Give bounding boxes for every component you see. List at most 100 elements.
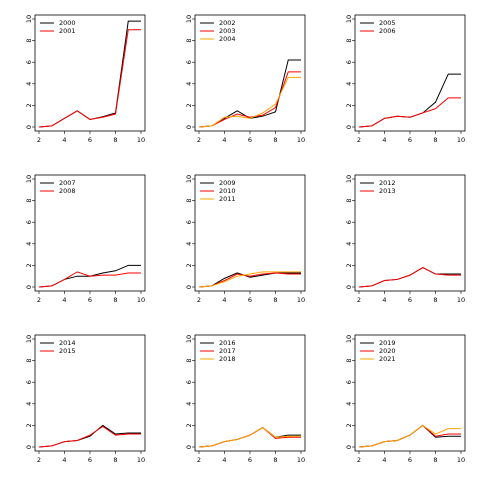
y-tick-label: 4: [345, 402, 353, 406]
legend-label: 2012: [379, 179, 396, 187]
y-tick-label: 6: [345, 60, 353, 64]
x-tick-label: 10: [457, 136, 465, 144]
legend-label: 2010: [219, 187, 236, 195]
legend-label: 2019: [379, 339, 396, 347]
x-tick-label: 2: [37, 296, 41, 304]
y-tick-label: 10: [185, 175, 193, 183]
x-tick-label: 8: [273, 296, 277, 304]
y-tick-label: 2: [25, 423, 33, 427]
x-tick-label: 4: [62, 456, 66, 464]
y-tick-label: 10: [345, 15, 353, 23]
y-tick-label: 2: [345, 423, 353, 427]
series-line: [38, 425, 141, 448]
legend-label: 2004: [219, 35, 236, 43]
x-tick-label: 10: [297, 296, 305, 304]
y-tick-label: 8: [185, 39, 193, 43]
y-tick-label: 10: [25, 175, 33, 183]
series-line: [198, 71, 301, 128]
x-tick-label: 2: [197, 296, 201, 304]
y-tick-label: 0: [185, 125, 193, 129]
plot-frame: [34, 174, 146, 292]
x-tick-label: 4: [222, 296, 226, 304]
series-line: [198, 426, 301, 448]
x-tick-label: 2: [357, 296, 361, 304]
x-tick-label: 2: [197, 136, 201, 144]
y-tick-label: 8: [25, 199, 33, 203]
legend-label: 2001: [59, 27, 76, 35]
y-tick-label: 6: [345, 220, 353, 224]
legend-label: 2003: [219, 27, 236, 35]
series-line: [198, 76, 301, 128]
y-tick-label: 4: [185, 402, 193, 406]
series-line: [358, 266, 461, 288]
plot-frame: [354, 14, 466, 132]
x-tick-label: 8: [113, 136, 117, 144]
legend-label: 2002: [219, 19, 236, 27]
y-tick-label: 0: [185, 285, 193, 289]
x-tick-label: 4: [62, 296, 66, 304]
y-tick-label: 6: [185, 60, 193, 64]
x-tick-label: 8: [113, 456, 117, 464]
x-tick-label: 6: [88, 136, 92, 144]
plot-frame: [194, 14, 306, 132]
x-tick-label: 4: [382, 136, 386, 144]
legend-label: 2007: [59, 179, 76, 187]
y-tick-label: 8: [25, 39, 33, 43]
x-tick-label: 2: [197, 456, 201, 464]
plot-frame: [34, 14, 146, 132]
y-tick-label: 10: [345, 175, 353, 183]
legend-label: 2018: [219, 355, 236, 363]
x-tick-label: 2: [357, 136, 361, 144]
y-tick-label: 2: [185, 103, 193, 107]
y-tick-label: 10: [25, 335, 33, 343]
x-tick-label: 8: [433, 136, 437, 144]
x-tick-label: 6: [408, 296, 412, 304]
x-tick-label: 10: [137, 456, 145, 464]
legend-label: 2005: [379, 19, 396, 27]
y-tick-label: 0: [25, 285, 33, 289]
x-tick-label: 10: [297, 456, 305, 464]
series-line: [358, 97, 461, 128]
x-tick-label: 2: [37, 456, 41, 464]
x-tick-label: 4: [222, 136, 226, 144]
x-tick-label: 4: [382, 456, 386, 464]
x-tick-label: 10: [457, 296, 465, 304]
legend-label: 2006: [379, 27, 396, 35]
x-tick-label: 4: [382, 296, 386, 304]
legend-label: 2013: [379, 187, 396, 195]
x-tick-label: 6: [408, 456, 412, 464]
x-tick-label: 6: [88, 456, 92, 464]
legend-label: 2000: [59, 19, 76, 27]
y-tick-label: 8: [25, 359, 33, 363]
y-tick-label: 10: [185, 335, 193, 343]
x-tick-label: 10: [137, 296, 145, 304]
y-tick-label: 6: [25, 60, 33, 64]
x-tick-label: 8: [273, 136, 277, 144]
x-tick-label: 8: [433, 296, 437, 304]
series-line: [198, 272, 301, 288]
x-tick-label: 10: [457, 456, 465, 464]
x-tick-label: 6: [248, 296, 252, 304]
y-tick-label: 2: [25, 103, 33, 107]
series-line: [358, 424, 461, 448]
y-tick-label: 0: [345, 285, 353, 289]
series-line: [198, 426, 301, 448]
series-line: [38, 424, 141, 448]
series-line: [198, 271, 301, 288]
y-tick-label: 2: [25, 263, 33, 267]
x-tick-label: 8: [433, 456, 437, 464]
y-tick-label: 4: [25, 82, 33, 86]
legend-label: 2014: [59, 339, 76, 347]
x-tick-label: 8: [273, 456, 277, 464]
y-tick-label: 0: [345, 125, 353, 129]
y-tick-label: 0: [25, 445, 33, 449]
